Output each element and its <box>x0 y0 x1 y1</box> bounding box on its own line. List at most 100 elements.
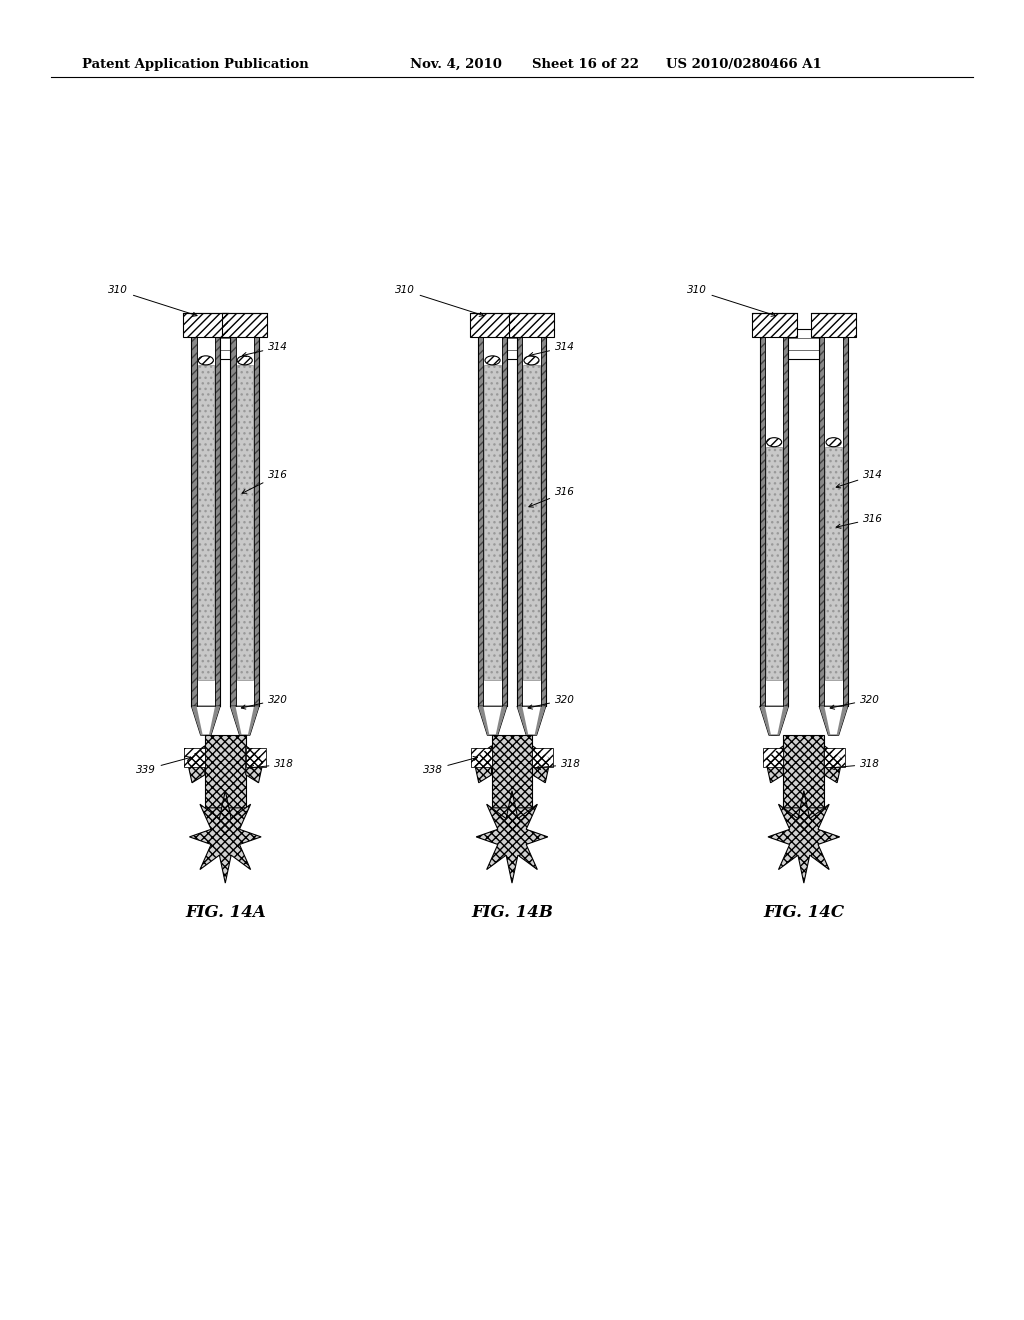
Text: 339: 339 <box>136 756 190 775</box>
Bar <box>763 748 783 767</box>
Bar <box>783 735 824 808</box>
Bar <box>819 337 824 706</box>
Text: 316: 316 <box>837 513 883 528</box>
Polygon shape <box>478 706 507 735</box>
Polygon shape <box>517 706 528 735</box>
Bar <box>246 748 266 767</box>
Polygon shape <box>476 791 548 883</box>
Bar <box>222 313 267 337</box>
Bar <box>205 735 246 808</box>
Text: 310: 310 <box>109 285 197 317</box>
Polygon shape <box>496 706 507 735</box>
Bar <box>237 364 253 680</box>
Polygon shape <box>535 706 546 735</box>
Polygon shape <box>517 706 546 735</box>
Bar <box>205 735 246 808</box>
Polygon shape <box>766 746 783 783</box>
Text: 316: 316 <box>529 487 574 507</box>
Bar <box>541 337 546 706</box>
Bar <box>471 748 492 767</box>
Text: 314: 314 <box>837 470 883 488</box>
Bar <box>788 330 819 359</box>
Bar <box>824 748 845 767</box>
Bar <box>752 313 797 337</box>
Text: 314: 314 <box>243 342 288 356</box>
Text: 310: 310 <box>687 285 775 317</box>
Polygon shape <box>819 706 830 735</box>
Bar <box>222 313 267 337</box>
Bar <box>470 313 515 337</box>
Text: 318: 318 <box>830 759 880 770</box>
Bar <box>254 337 259 706</box>
Bar <box>198 364 214 680</box>
Text: 318: 318 <box>537 759 581 770</box>
Bar <box>825 446 842 680</box>
Bar <box>509 313 554 337</box>
Polygon shape <box>209 706 220 735</box>
Bar <box>763 748 783 767</box>
Ellipse shape <box>524 356 539 364</box>
Bar <box>760 337 765 706</box>
Bar <box>824 748 845 767</box>
Bar <box>843 337 848 706</box>
Polygon shape <box>777 706 788 735</box>
Bar <box>502 337 507 706</box>
Polygon shape <box>230 706 259 735</box>
Bar <box>783 735 824 808</box>
Text: 320: 320 <box>242 694 288 709</box>
Bar <box>783 337 788 706</box>
Polygon shape <box>246 746 264 783</box>
Bar <box>532 748 553 767</box>
Polygon shape <box>492 808 532 837</box>
Polygon shape <box>768 791 840 883</box>
Ellipse shape <box>199 356 213 364</box>
Bar <box>471 748 492 767</box>
Text: Sheet 16 of 22: Sheet 16 of 22 <box>532 58 639 71</box>
Polygon shape <box>191 706 220 735</box>
Bar <box>183 313 228 337</box>
Bar <box>517 337 522 706</box>
Text: FIG. 14B: FIG. 14B <box>471 904 553 921</box>
Bar <box>478 337 483 706</box>
Bar <box>507 330 517 359</box>
Ellipse shape <box>485 356 500 364</box>
Text: FIG. 14A: FIG. 14A <box>185 904 265 921</box>
Text: Patent Application Publication: Patent Application Publication <box>82 58 308 71</box>
Bar <box>760 337 765 706</box>
Polygon shape <box>532 746 551 783</box>
Text: 320: 320 <box>830 694 880 709</box>
Bar <box>484 364 501 680</box>
Text: 316: 316 <box>242 470 288 494</box>
Bar <box>783 337 788 706</box>
Bar <box>752 313 797 337</box>
Ellipse shape <box>767 438 781 446</box>
Bar <box>478 337 483 706</box>
Polygon shape <box>186 746 205 783</box>
Text: Nov. 4, 2010: Nov. 4, 2010 <box>410 58 502 71</box>
Polygon shape <box>205 808 246 837</box>
Polygon shape <box>473 746 492 783</box>
Bar <box>811 313 856 337</box>
Bar <box>517 337 522 706</box>
Bar <box>843 337 848 706</box>
Polygon shape <box>837 706 848 735</box>
Bar <box>502 337 507 706</box>
Polygon shape <box>248 706 259 735</box>
Bar <box>484 364 501 680</box>
Bar <box>819 337 824 706</box>
Bar <box>215 337 220 706</box>
Bar <box>237 364 253 680</box>
Polygon shape <box>819 706 848 735</box>
Bar <box>220 330 230 359</box>
Bar <box>492 735 532 808</box>
Bar <box>523 364 540 680</box>
Bar <box>230 337 236 706</box>
Bar <box>470 313 515 337</box>
Bar <box>183 313 228 337</box>
Polygon shape <box>230 706 242 735</box>
Bar <box>191 337 197 706</box>
Bar <box>532 748 553 767</box>
Bar <box>198 364 214 680</box>
Polygon shape <box>191 706 203 735</box>
Text: 338: 338 <box>423 756 477 775</box>
